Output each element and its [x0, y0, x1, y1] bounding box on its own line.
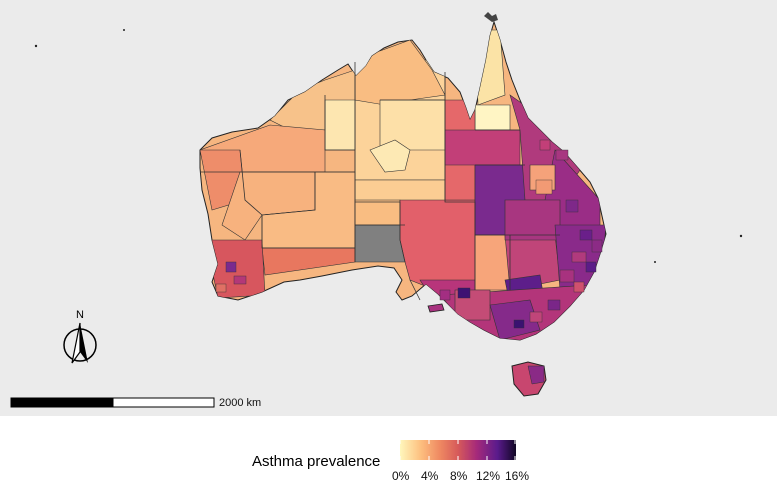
map-panel: N 2000 km [0, 0, 777, 416]
region-nt-south [354, 179, 446, 203]
legend: Asthma prevalence [0, 416, 777, 483]
island-dot [654, 261, 656, 263]
region-nsw-north [504, 199, 561, 241]
region-nt-top-end [354, 39, 446, 106]
kangaroo-island [427, 303, 445, 313]
australia-map: N [10, 12, 743, 408]
legend-tick-label: 4% [421, 469, 439, 483]
island-dot [34, 44, 38, 48]
torres-islands [484, 12, 498, 22]
region-boundaries [200, 62, 560, 301]
region-nt-alice [369, 139, 411, 173]
legend-tick-label: 16% [505, 469, 530, 483]
north-arrow-icon: N [63, 309, 97, 364]
island-dot [739, 234, 743, 238]
island-dot [123, 29, 125, 31]
legend-tick-label: 12% [476, 469, 501, 483]
region-nsw-west [474, 234, 511, 291]
region-sa-north [354, 199, 401, 226]
legend-tick-label: 0% [392, 469, 410, 483]
legend-colorbar [399, 440, 516, 460]
tasmania-east [527, 365, 545, 385]
scale-bar-label: 2000 km [219, 397, 262, 409]
north-label: N [76, 309, 84, 321]
east-coast-small-regions [215, 139, 603, 329]
scale-bar [10, 397, 215, 408]
region-nt-west [324, 94, 356, 151]
legend-tick-label: 8% [450, 469, 468, 483]
region-sa-outback [399, 199, 476, 291]
region-qld-gulf [444, 129, 521, 166]
region-qld-pale [474, 104, 511, 131]
legend-title: Asthma prevalence [252, 453, 381, 470]
region-sa-missing [354, 224, 406, 263]
